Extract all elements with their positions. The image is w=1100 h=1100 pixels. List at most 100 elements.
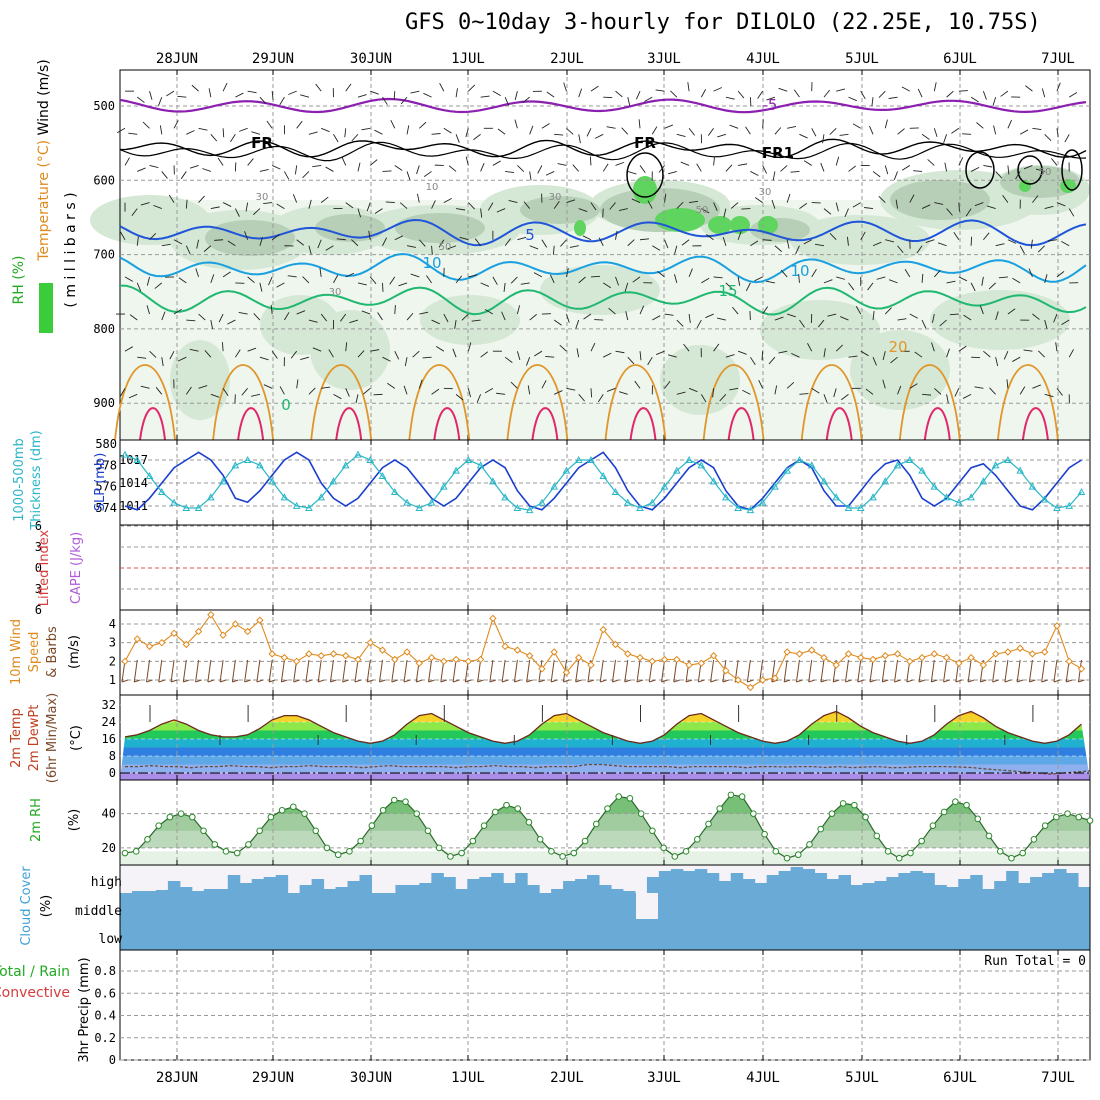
wind-barb (762, 306, 769, 315)
thickness-marker (930, 482, 939, 490)
rh2m-marker (536, 836, 544, 843)
wind-barb (1019, 386, 1026, 395)
thickness-marker (427, 498, 436, 506)
rh2m-marker (570, 849, 578, 857)
wind-barb (247, 90, 257, 94)
rh2m-marker (682, 848, 690, 855)
wind-barb (848, 165, 856, 172)
cloud-high-bar (479, 877, 492, 893)
wind-barb (772, 171, 776, 181)
wind-barb (1056, 388, 1063, 396)
wind-barb (1068, 349, 1074, 358)
wind-barb (428, 659, 433, 683)
wind-barb (198, 195, 205, 203)
cloud-high-bar (718, 881, 732, 893)
wind10-marker (906, 657, 914, 666)
wind-barb (128, 393, 138, 399)
wind-barb (155, 387, 163, 395)
wind-barb-flag (342, 679, 349, 683)
wind-barb (404, 357, 408, 367)
wind-barb (1044, 393, 1054, 398)
wind-barb (606, 387, 616, 392)
wind-barb (909, 194, 915, 203)
wind-barb (461, 313, 469, 321)
wind-barb (995, 357, 999, 367)
wind-barb (159, 125, 163, 135)
rh2m-marker (548, 848, 555, 855)
thickness-marker (955, 498, 963, 506)
wind-barb (406, 245, 416, 248)
wind-barb (426, 275, 432, 284)
pressure-tick-label: 600 (93, 173, 115, 187)
wind-barb (284, 312, 290, 321)
rh2m-marker (491, 808, 499, 816)
wind-barb (368, 230, 371, 240)
wind-barb (263, 202, 273, 204)
thickness-marker (219, 477, 227, 485)
rh2m-marker (929, 822, 937, 829)
rh2m-marker (144, 836, 151, 843)
wind-barb (1041, 659, 1046, 683)
wind-barb (944, 162, 948, 172)
wind-barb (618, 208, 628, 212)
precip-label-c: 3hr Precip (mm) (77, 957, 92, 1062)
thickness-marker (746, 506, 755, 514)
wind-barb (664, 124, 674, 129)
freezing-contour-loop (965, 151, 995, 189)
rh-legend-swatch (39, 283, 53, 333)
wind-barb (320, 196, 329, 203)
wind-barb (823, 279, 833, 284)
wind-barb (136, 282, 142, 292)
cloud-high-bar (898, 873, 911, 893)
cloud-high-bar (670, 869, 684, 893)
thickness-marker (170, 498, 178, 506)
wind-barb (534, 350, 543, 357)
date-label-bottom: 1JUL (451, 1070, 485, 1086)
wind-barb (713, 156, 715, 166)
rh2m-marker (177, 810, 185, 817)
date-label-bottom: 28JUN (156, 1070, 198, 1086)
wind-barb (917, 88, 923, 98)
wind-barb (553, 390, 563, 395)
precip-tick-label: 0 (109, 1053, 116, 1067)
date-label-top: 7JUL (1041, 51, 1075, 67)
wind-barb (578, 88, 583, 98)
wind-barb (545, 355, 555, 358)
cloud-high-bar (958, 879, 971, 893)
wind-barb (370, 90, 379, 95)
wind-barb (465, 128, 469, 138)
wind-barb-flag (428, 679, 435, 683)
wind-barb (503, 282, 506, 292)
wind-barb (382, 237, 387, 246)
wind-barb (981, 276, 984, 286)
cloud-high-bar (455, 889, 468, 893)
wind10-marker (660, 655, 669, 664)
thickness-marker (795, 455, 804, 463)
temp-contour-10 (119, 252, 1087, 284)
wind10-marker (489, 614, 497, 623)
wind-barb (602, 163, 609, 172)
wind-barb (406, 312, 414, 321)
wind-barb (185, 386, 192, 395)
wind-barb (909, 313, 918, 319)
wind-barb (210, 133, 218, 142)
wind-barb (916, 245, 923, 254)
thickness-marker (685, 455, 693, 463)
wind-barb (848, 355, 858, 358)
wind-barb (1019, 245, 1025, 254)
wind-barb (471, 319, 481, 322)
wind-barb (487, 202, 494, 211)
wind-barb (676, 133, 686, 138)
cloud-high-bar (682, 871, 696, 893)
wind-barb (484, 309, 494, 315)
thickness-marker (648, 498, 657, 506)
cloud-high-bar (994, 881, 1007, 893)
wind-barb-flag (845, 679, 852, 683)
wind-barb (852, 202, 861, 208)
wind-barb (296, 310, 306, 315)
thickness-marker (599, 471, 608, 479)
wind-barb (1044, 319, 1048, 329)
wind-barb (308, 387, 316, 395)
wind-barb (1004, 659, 1009, 683)
wind-barb (516, 305, 521, 315)
